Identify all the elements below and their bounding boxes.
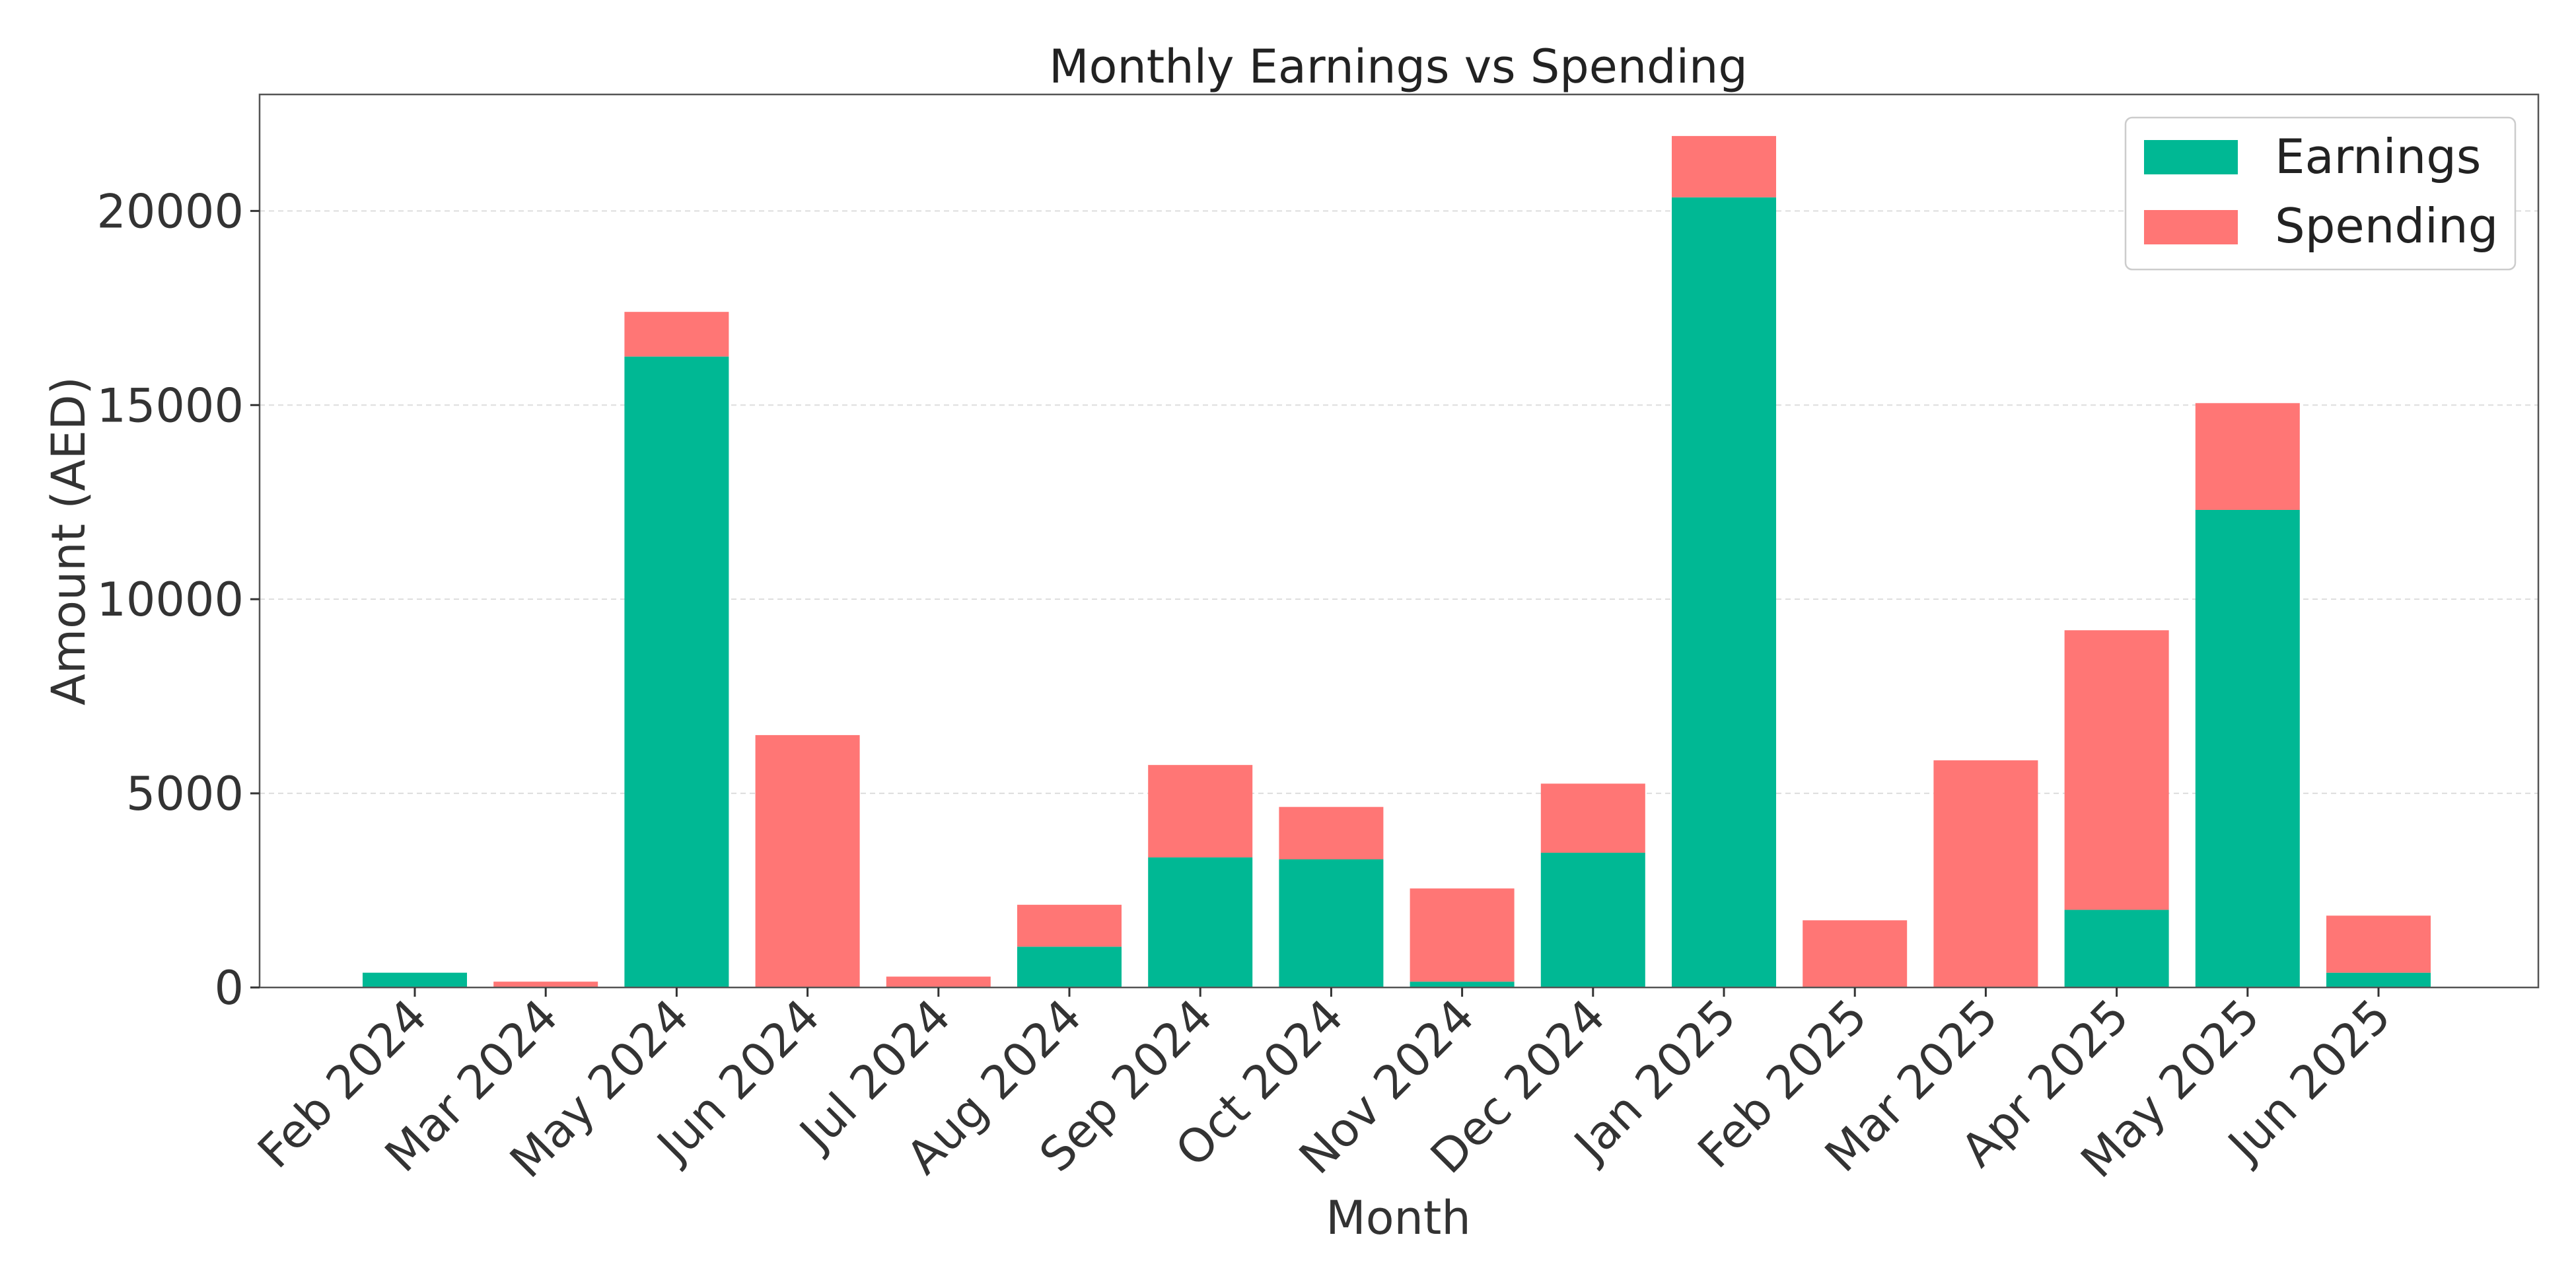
bar-earnings-may-2025 [2195,509,2300,987]
bar-earnings-jun-2025 [2326,972,2431,987]
x-axis-label: Month [1326,1191,1470,1245]
bar-earnings-aug-2024 [1017,947,1122,987]
bar-spending-jun-2024 [755,734,860,987]
bar-spending-jul-2024 [886,976,991,987]
y-tick-label: 15000 [96,378,244,433]
legend-swatch-spending [2144,210,2238,244]
bar-spending-jan-2025 [1672,135,1776,197]
chart-title: Monthly Earnings vs Spending [1049,40,1748,94]
y-tick-label: 0 [214,961,244,1015]
bar-earnings-apr-2025 [2064,910,2169,987]
bar-spending-feb-2025 [1803,920,1908,987]
bar-spending-jun-2025 [2326,915,2431,973]
bar-spending-apr-2025 [2064,630,2169,910]
bar-spending-oct-2024 [1279,806,1384,860]
plot-frame [258,93,2540,989]
bar-earnings-dec-2024 [1540,853,1645,987]
legend-label-earnings: Earnings [2275,129,2481,184]
bar-spending-may-2024 [624,312,729,357]
y-tick-label: 20000 [96,184,244,238]
y-axis-ticks: 0 5000 10000 15000 20000 [96,184,260,1015]
bar-spending-may-2025 [2195,403,2300,510]
bar-spending-dec-2024 [1540,783,1645,853]
y-tick-label: 10000 [96,573,244,627]
bar-earnings-sep-2024 [1148,857,1253,987]
bar-earnings-nov-2024 [1410,982,1515,987]
bar-earnings-oct-2024 [1279,859,1384,987]
bar-earnings-feb-2024 [363,972,467,987]
legend-swatch-earnings [2144,140,2238,174]
y-axis-label: Amount (AED) [42,376,96,705]
bar-spending-sep-2024 [1148,765,1253,858]
bars [363,135,2431,987]
y-tick-label: 5000 [126,767,244,821]
bar-spending-nov-2024 [1410,888,1515,982]
bar-earnings-may-2024 [624,356,729,987]
bar-spending-aug-2024 [1017,904,1122,947]
legend: Earnings Spending [2124,116,2517,271]
bar-spending-mar-2025 [1933,760,2038,987]
bar-earnings-jan-2025 [1672,197,1776,987]
bar-spending-mar-2024 [493,982,598,987]
legend-label-spending: Spending [2275,198,2498,254]
